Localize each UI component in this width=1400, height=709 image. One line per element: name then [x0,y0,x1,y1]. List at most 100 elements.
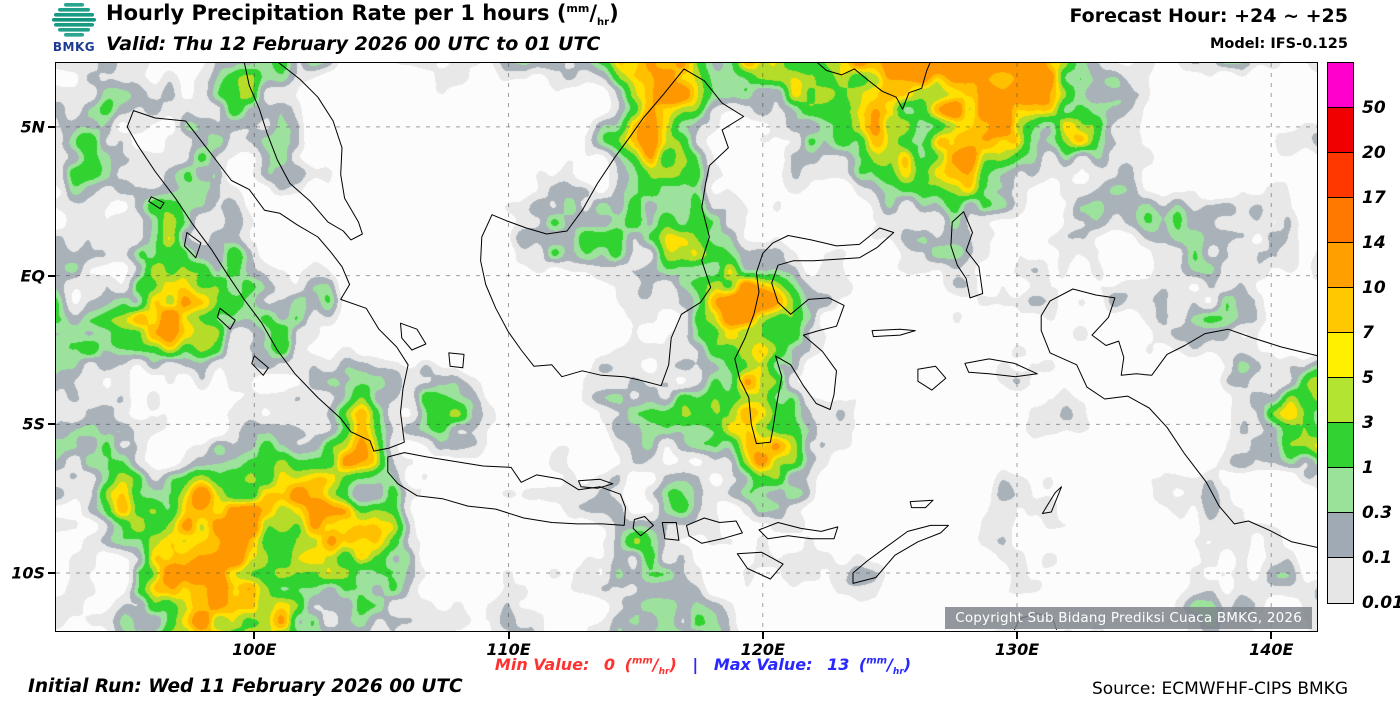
coastline [148,196,165,210]
y-axis-label-10S: 10S [11,563,45,583]
page-title-text: Hourly Precipitation Rate per 1 hours [106,1,550,25]
coastline [480,68,745,387]
unit-open: ( [624,655,632,674]
legend-value-17: 17 [1362,188,1386,208]
copyright-notice: Copyright Sub Bidang Prediksi Cuaca BMKG… [945,607,1312,629]
unit-numerator: mm [631,655,653,667]
header: BMKG Hourly Precipitation Rate per 1 hou… [0,0,1400,62]
y-axis-label-5S: 5S [22,414,45,434]
x-axis-label-100E: 100E [232,640,277,659]
coastline [1040,288,1317,548]
bmkg-logo-label: BMKG [52,40,96,54]
legend-cell-14 [1328,198,1353,243]
max-unit: (mm/hr) [858,655,912,678]
legend-value-14: 14 [1362,233,1386,253]
legend-cell-5 [1328,333,1353,378]
title-unit: (mm/hr) [556,1,619,29]
legend-value-0.1: 0.1 [1362,548,1393,568]
coastline [686,517,743,544]
legend-value-50: 50 [1362,98,1386,118]
y-axis-tick [48,125,55,128]
x-axis-tick [1270,632,1273,639]
unit-slash: / [887,655,893,674]
map-area: Copyright Sub Bidang Prediksi Cuaca BMKG… [55,62,1318,632]
coastline [448,352,465,369]
x-axis-label-130E: 130E [994,640,1040,659]
x-axis-label-140E: 140E [1249,640,1294,659]
legend-cell-7 [1328,288,1353,333]
legend-cell-0.1 [1328,513,1353,558]
legend: 50 20 17 14 10 7 5 3 1 0.3 0.1 0.01 [1327,62,1400,622]
max-value: 13 [827,655,850,674]
source: Source: ECMWFHF-CIPS BMKG [1091,679,1348,699]
coastline [817,63,931,110]
min-max-values: Min Value: 0 (mm/hr) | Max Value: 13 (mm… [495,655,911,677]
coastline [917,365,947,391]
coastline [243,63,363,241]
x-axis-tick [507,632,510,639]
min-max-separator: | [692,655,699,674]
legend-cell-1 [1328,423,1353,468]
coastline [251,355,269,376]
legend-cell-0.01 [1328,558,1353,603]
min-unit: (mm/hr) [624,655,677,678]
title-block: Hourly Precipitation Rate per 1 hours (m… [106,1,619,55]
legend-value-3: 3 [1362,413,1374,433]
legend-cell-20 [1328,108,1353,153]
unit-open: ( [858,655,867,674]
coastline [852,524,949,584]
unit-open: ( [556,1,567,25]
unit-denominator: hr [892,667,904,678]
unit-numerator: mm [566,2,590,15]
unit-close: ) [903,655,912,674]
x-axis-tick [253,632,256,639]
coastline [216,307,236,330]
unit-slash: / [652,655,659,674]
legend-cell-50 [1328,63,1353,108]
legend-cell-3 [1328,378,1353,423]
coastline [758,522,839,540]
min-value-label: Min Value: [494,655,590,674]
unit-close: ) [669,655,677,674]
coastline [126,110,409,452]
y-axis-label-EQ: EQ [20,266,45,286]
coastline [909,499,934,509]
coastline [632,516,654,537]
y-axis-tick [48,274,55,277]
y-axis-tick [48,423,55,426]
coastline [578,478,614,489]
x-axis-tick [761,632,764,639]
legend-cell-0.3 [1328,468,1353,513]
x-axis-tick [1016,632,1018,639]
legend-value-20: 20 [1362,143,1386,163]
y-axis-tick [48,572,55,574]
unit-denominator: hr [658,667,670,678]
coastline [183,232,202,259]
legend-value-10: 10 [1362,278,1386,298]
legend-value-7: 7 [1362,323,1374,343]
legend-value-0.3: 0.3 [1362,503,1393,523]
precipitation-field [56,63,1317,631]
coastline-overlay [56,63,1317,631]
initial-run: Initial Run: Wed 11 February 2026 00 UTC [28,676,463,697]
coastline [964,358,1038,378]
unit-slash: / [589,1,598,25]
legend-value-0.01: 0.01 [1362,593,1400,613]
forecast-block: Forecast Hour: +24 ~ +25 Model: IFS-0.12… [1069,5,1348,52]
unit-close: ) [609,1,619,25]
coastline [661,522,680,541]
max-value-label: Max Value: [713,655,813,674]
model-name: Model: IFS-0.125 [1209,36,1348,52]
page-title: Hourly Precipitation Rate per 1 hours (m… [106,1,619,28]
bmkg-logo: BMKG [46,3,102,54]
bmkg-globe-icon [52,3,96,37]
forecast-hour: Forecast Hour: +24 ~ +25 [1069,5,1348,27]
coastline [1041,486,1062,514]
coastline [734,227,895,445]
unit-denominator: hr [597,17,610,29]
coastline [950,211,984,299]
legend-cell-10 [1328,243,1353,288]
legend-value-5: 5 [1362,368,1374,388]
legend-color-bar [1327,62,1354,604]
